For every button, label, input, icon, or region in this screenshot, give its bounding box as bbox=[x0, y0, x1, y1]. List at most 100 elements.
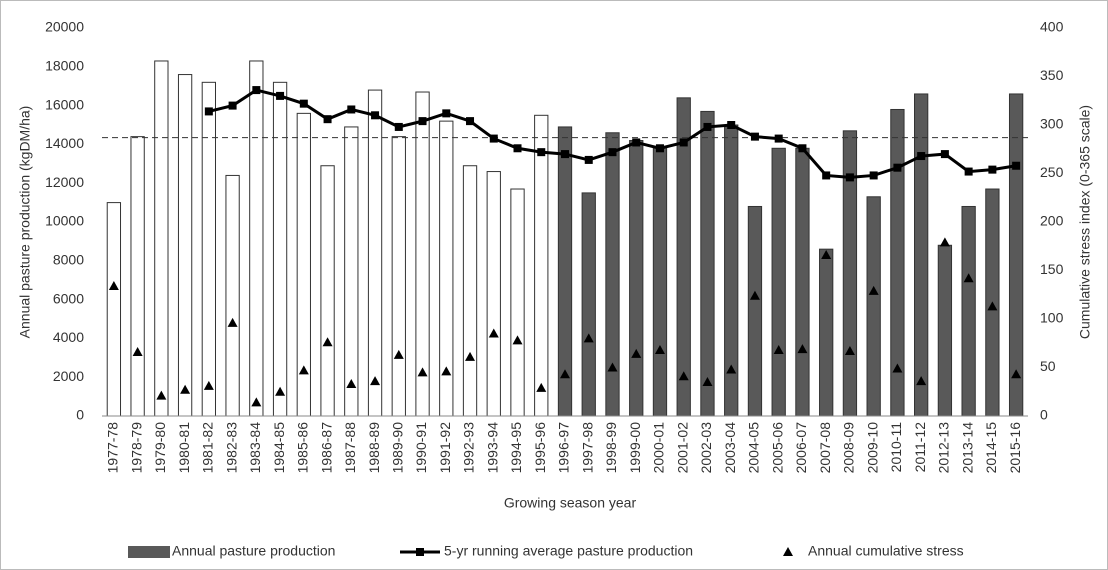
point bbox=[963, 273, 974, 283]
x-tick-label: 1997-98 bbox=[579, 422, 595, 474]
y2-axis-title: Cumulative stress index (0-365 scale) bbox=[1077, 105, 1093, 339]
bar bbox=[106, 202, 122, 417]
line-marker bbox=[988, 165, 997, 174]
bar bbox=[344, 126, 359, 417]
point bbox=[987, 301, 998, 311]
x-tick-label: 2008-09 bbox=[841, 422, 857, 474]
y-tick-label: 14000 bbox=[45, 135, 84, 151]
point bbox=[916, 376, 927, 386]
line-marker bbox=[727, 121, 736, 129]
point bbox=[1011, 369, 1022, 379]
line-marker bbox=[964, 167, 973, 176]
y-tick-label: 16000 bbox=[45, 96, 84, 112]
bar bbox=[486, 171, 501, 417]
line-marker bbox=[252, 86, 261, 95]
x-tick-label: 1988-89 bbox=[366, 422, 382, 474]
x-tick-label: 1987-88 bbox=[342, 422, 358, 474]
line-marker bbox=[466, 117, 475, 126]
y-tick-label: 18000 bbox=[45, 58, 84, 74]
line-marker bbox=[323, 115, 332, 124]
x-tick-label: 1999-00 bbox=[627, 422, 643, 474]
x-tick-label: 1990-91 bbox=[413, 422, 429, 474]
legend-swatch-marker bbox=[416, 548, 424, 556]
point bbox=[749, 290, 760, 300]
y-tick-label: 20000 bbox=[45, 19, 84, 35]
line-marker bbox=[394, 122, 403, 131]
bar bbox=[391, 136, 406, 417]
legend-label: Annual pasture production bbox=[172, 543, 335, 559]
legend-label: Annual cumulative stress bbox=[808, 543, 964, 559]
y-tick-label: 12000 bbox=[45, 174, 84, 190]
x-tick-label: 1984-85 bbox=[271, 422, 287, 474]
point bbox=[370, 376, 381, 386]
point bbox=[298, 365, 309, 375]
line-marker bbox=[798, 144, 807, 153]
legend-swatch bbox=[128, 546, 170, 558]
x-tick-label: 2000-01 bbox=[651, 422, 667, 474]
x-tick-label: 2010-11 bbox=[888, 422, 904, 473]
line-marker bbox=[561, 150, 569, 159]
y2-tick-label: 100 bbox=[1040, 310, 1064, 326]
point bbox=[512, 335, 523, 345]
point bbox=[536, 382, 547, 392]
point bbox=[583, 333, 594, 343]
line-marker bbox=[347, 105, 356, 114]
bar bbox=[866, 196, 881, 417]
x-tick-label: 1989-90 bbox=[389, 422, 405, 474]
line-marker bbox=[679, 138, 688, 147]
line-marker bbox=[608, 148, 617, 157]
y-tick-label: 4000 bbox=[53, 329, 84, 345]
line-marker bbox=[299, 99, 308, 108]
point bbox=[180, 384, 191, 394]
bar bbox=[177, 74, 193, 417]
bar bbox=[652, 145, 668, 417]
bar bbox=[771, 147, 786, 417]
x-tick-label: 2014-15 bbox=[983, 422, 999, 474]
y2-tick-label: 400 bbox=[1040, 19, 1064, 35]
x-tick-label: 2004-05 bbox=[746, 422, 762, 474]
x-tick-label: 1982-83 bbox=[223, 422, 239, 474]
line-marker bbox=[489, 134, 498, 143]
point bbox=[275, 386, 286, 396]
y-tick-label: 10000 bbox=[45, 213, 84, 229]
point bbox=[702, 377, 713, 387]
bar bbox=[249, 60, 264, 417]
point bbox=[654, 345, 665, 355]
point bbox=[203, 380, 214, 390]
point bbox=[797, 344, 808, 354]
line-marker bbox=[750, 132, 759, 141]
bar bbox=[700, 110, 715, 417]
x-tick-label: 2012-13 bbox=[936, 422, 952, 474]
x-tick-label: 2015-16 bbox=[1007, 422, 1023, 474]
x-tick-label: 1983-84 bbox=[247, 422, 263, 474]
x-tick-label: 1992-93 bbox=[461, 422, 477, 474]
bar bbox=[225, 174, 240, 417]
point bbox=[892, 363, 903, 373]
point bbox=[251, 397, 262, 407]
x-tick-label: 1993-94 bbox=[484, 422, 500, 474]
bar bbox=[937, 244, 953, 417]
point bbox=[821, 249, 832, 259]
point bbox=[227, 317, 238, 327]
bar bbox=[154, 60, 169, 417]
y2-tick-label: 50 bbox=[1040, 358, 1056, 374]
bar bbox=[320, 165, 335, 417]
x-tick-label: 1994-95 bbox=[508, 422, 524, 474]
bar bbox=[272, 81, 288, 417]
y-tick-label: 2000 bbox=[53, 368, 84, 384]
x-tick-label: 1978-79 bbox=[128, 422, 144, 474]
line-marker bbox=[418, 117, 427, 126]
bar bbox=[819, 248, 834, 417]
y2-tick-label: 350 bbox=[1040, 67, 1064, 83]
point bbox=[393, 349, 404, 359]
legend-swatch bbox=[783, 547, 793, 556]
y-tick-label: 8000 bbox=[53, 252, 84, 268]
x-tick-label: 1980-81 bbox=[176, 422, 192, 474]
point bbox=[465, 351, 476, 361]
y-tick-label: 6000 bbox=[53, 290, 84, 306]
x-tick-label: 1985-86 bbox=[295, 422, 311, 474]
point bbox=[939, 237, 950, 247]
line-marker bbox=[655, 144, 664, 153]
point bbox=[108, 281, 119, 291]
